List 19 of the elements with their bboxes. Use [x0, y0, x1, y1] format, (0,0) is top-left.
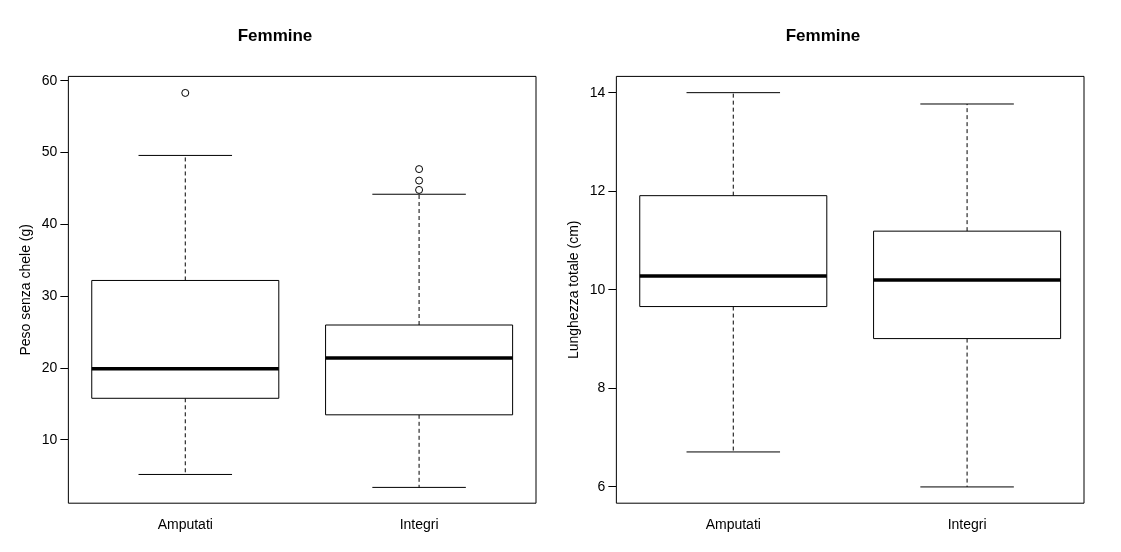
y-axis-title: Peso senza chele (g) [17, 224, 34, 356]
y-tick-label: 20 [41, 358, 58, 375]
x-tick-label: Integri [399, 516, 439, 533]
x-tick-label: Amputati [705, 516, 761, 533]
y-tick-label: 8 [597, 379, 606, 396]
y-tick-label: 60 [41, 71, 58, 88]
chart-title: Femmine [237, 25, 313, 45]
y-tick-label: 50 [41, 143, 58, 160]
x-tick-label: Integri [947, 516, 987, 533]
y-tick-label: 40 [41, 215, 58, 232]
y-axis-title: Lunghezza totale (cm) [565, 220, 582, 360]
y-tick-label: 30 [41, 287, 58, 304]
y-tick-label: 14 [589, 83, 606, 100]
y-tick-label: 10 [41, 430, 58, 447]
y-tick-label: 12 [589, 182, 606, 199]
y-tick-label: 10 [589, 280, 606, 297]
x-tick-label: Amputati [157, 516, 213, 533]
chart-title: Femmine [785, 25, 861, 45]
y-tick-label: 6 [597, 477, 606, 494]
